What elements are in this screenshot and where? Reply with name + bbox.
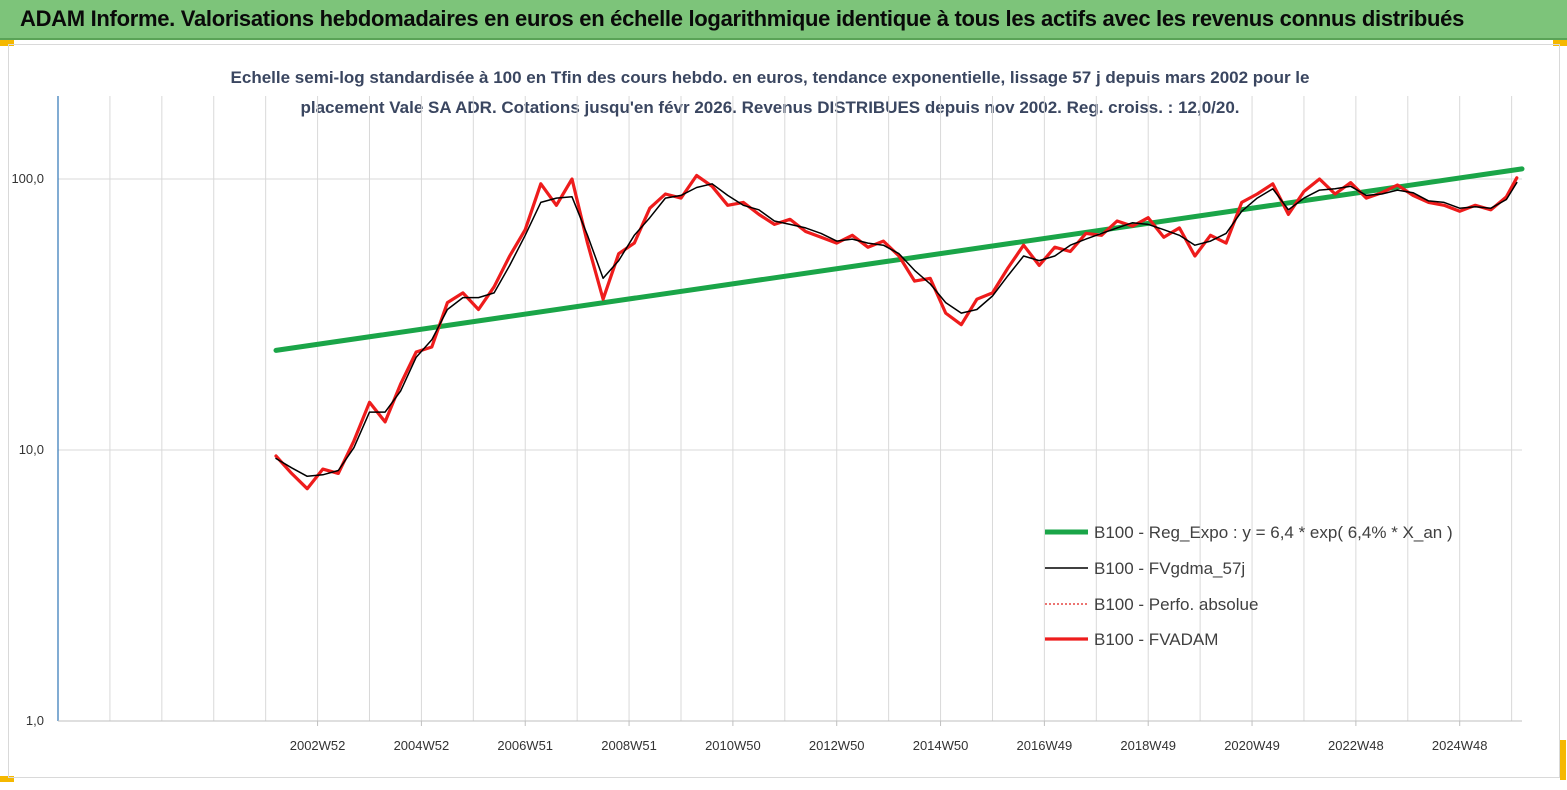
- x-tick-label: 2004W52: [394, 738, 450, 753]
- y-tick-label: 10,0: [19, 442, 44, 457]
- chart-grid: [58, 96, 1522, 721]
- header-title: ADAM Informe. Valorisations hebdomadaire…: [20, 6, 1465, 31]
- x-tick-label: 2016W49: [1017, 738, 1073, 753]
- corner-marker-top-left: [0, 40, 14, 46]
- x-tick-label: 2008W51: [601, 738, 657, 753]
- corner-marker-top-right: [1553, 40, 1567, 46]
- legend-label-fvadam: B100 - FVADAM: [1094, 630, 1218, 649]
- series-line-fvadam: [274, 173, 1519, 491]
- corner-marker-bottom-right: [1560, 740, 1566, 780]
- corner-marker-bottom-left: [0, 776, 14, 782]
- x-tick-label: 2012W50: [809, 738, 865, 753]
- x-tick-label: 2018W49: [1120, 738, 1176, 753]
- x-tick-label: 2020W49: [1224, 738, 1280, 753]
- series-line-gdma: [275, 181, 1518, 478]
- chart-series: [273, 166, 1525, 491]
- chart-subtitle-line-2: placement Vale SA ADR. Cotations jusqu'e…: [300, 98, 1240, 117]
- chart-legend: B100 - Reg_Expo : y = 6,4 * exp( 6,4% * …: [1045, 523, 1453, 649]
- x-tick-label: 2014W50: [913, 738, 969, 753]
- y-tick-label: 100,0: [11, 171, 44, 186]
- x-tick-label: 2002W52: [290, 738, 346, 753]
- x-tick-label: 2024W48: [1432, 738, 1488, 753]
- series-line-reg: [273, 166, 1525, 353]
- legend-label-perfo: B100 - Perfo. absolue: [1094, 595, 1258, 614]
- legend-label-reg: B100 - Reg_Expo : y = 6,4 * exp( 6,4% * …: [1094, 523, 1453, 542]
- x-tick-label: 2010W50: [705, 738, 761, 753]
- legend-label-gdma: B100 - FVgdma_57j: [1094, 559, 1245, 578]
- x-tick-label: 2022W48: [1328, 738, 1384, 753]
- chart-axes: 1,0 10,0 100,0 2002W52 2004W52 2006W51 2008W51…: [11, 96, 1522, 753]
- header-bar: ADAM Informe. Valorisations hebdomadaire…: [0, 0, 1567, 40]
- y-tick-label: 1,0: [26, 713, 44, 728]
- chart-subtitle-line-1: Echelle semi-log standardisée à 100 en T…: [230, 68, 1310, 87]
- chart-frame: [8, 44, 1560, 778]
- x-tick-label: 2006W51: [497, 738, 553, 753]
